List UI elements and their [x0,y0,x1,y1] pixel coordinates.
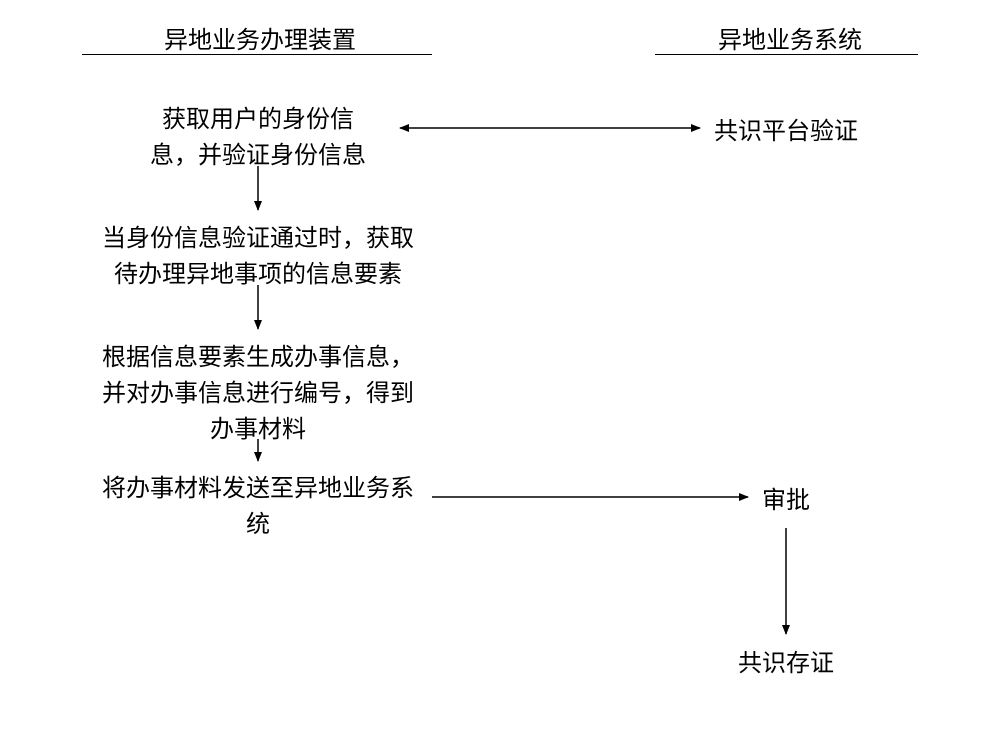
node-get-identity: 获取用户的身份信 息，并验证身份信息 [118,102,398,174]
header-left: 异地业务办理装置 [150,20,370,55]
node-approval: 审批 [736,483,836,519]
header-right: 异地业务系统 [700,20,880,55]
node-send-materials: 将办事材料发送至异地业务系 统 [78,471,438,543]
node-consensus-verify: 共识平台验证 [686,114,886,150]
node-generate-info: 根据信息要素生成办事信息， 并对办事信息进行编号，得到 办事材料 [78,340,438,448]
header-right-underline [655,54,918,55]
header-left-underline [82,54,432,55]
node-consensus-store: 共识存证 [711,646,861,682]
node-identity-pass: 当身份信息验证通过时，获取 待办理异地事项的信息要素 [78,221,438,293]
